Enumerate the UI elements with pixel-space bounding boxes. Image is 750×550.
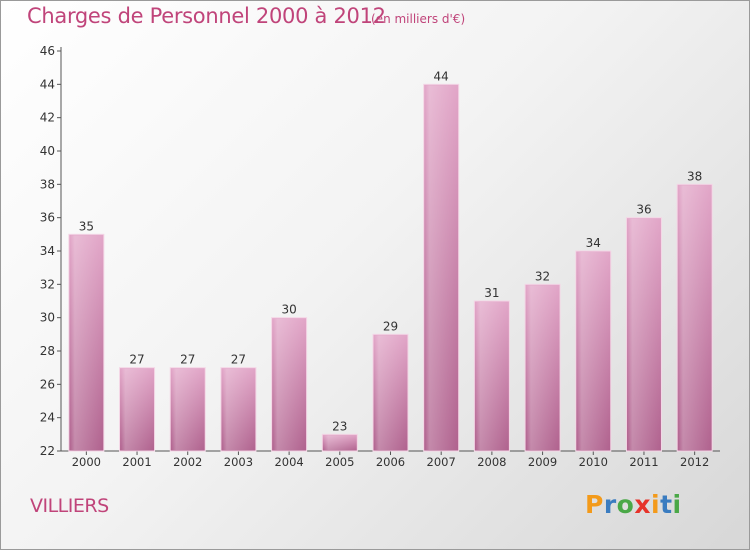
y-tick-label: 22	[40, 444, 55, 458]
data-label: 27	[129, 353, 144, 367]
x-tick-label: 2009	[528, 455, 557, 469]
data-label: 29	[383, 319, 398, 333]
data-labels: 35 27 27 27 30 23 29 44 31 32 34 36 38	[79, 69, 703, 433]
bar-highlight	[627, 218, 661, 450]
data-label: 32	[535, 269, 550, 283]
commune-name: VILLIERS	[30, 495, 109, 517]
data-label: 23	[332, 419, 347, 433]
data-label: 30	[281, 303, 296, 317]
logo-letter: o	[616, 490, 635, 519]
data-label: 35	[79, 219, 94, 233]
bar-highlight	[526, 285, 560, 450]
x-tick-label: 2001	[122, 455, 151, 469]
x-tick-label: 2006	[376, 455, 405, 469]
y-tick-label: 26	[40, 377, 55, 391]
bar-highlight	[272, 318, 306, 450]
bar-highlight	[69, 235, 103, 450]
y-tick-label: 42	[40, 111, 55, 125]
bar-highlight	[120, 368, 154, 450]
bar-highlight	[171, 368, 205, 450]
logo-letter: x	[634, 490, 651, 519]
data-label: 27	[180, 353, 195, 367]
chart-subtitle: (en milliers d'€)	[371, 12, 466, 26]
logo-letter: i	[672, 490, 682, 519]
proxiti-logo[interactable]: Proxiti	[585, 490, 682, 519]
x-tick-label: 2011	[629, 455, 658, 469]
y-tick-label: 24	[40, 411, 55, 425]
data-label: 36	[636, 203, 651, 217]
chart-title: Charges de Personnel 2000 à 2012	[27, 4, 386, 28]
x-tick-label: 2004	[274, 455, 303, 469]
logo-letter: r	[603, 490, 617, 519]
bar-highlight	[424, 85, 458, 450]
bar-highlight	[576, 252, 610, 450]
data-label: 34	[586, 236, 601, 250]
x-tick-label: 2007	[427, 455, 456, 469]
bar-highlight	[678, 185, 712, 451]
x-tick-label: 2000	[72, 455, 101, 469]
x-tick-label: 2002	[173, 455, 202, 469]
y-tick-label: 28	[40, 344, 55, 358]
data-label: 31	[484, 286, 499, 300]
y-tick-label: 38	[40, 177, 55, 191]
bar-highlight	[221, 368, 255, 450]
y-tick-label: 46	[40, 44, 55, 58]
y-tick-label: 34	[40, 244, 55, 258]
x-tick-label: 2003	[224, 455, 253, 469]
logo-letter: P	[585, 490, 604, 519]
x-tick-label: 2005	[325, 455, 354, 469]
bars	[68, 83, 713, 452]
data-label: 27	[231, 353, 246, 367]
logo-letter: i	[651, 490, 661, 519]
y-tick-label: 32	[40, 277, 55, 291]
y-tick-label: 44	[40, 77, 55, 91]
data-label: 44	[434, 69, 449, 83]
data-label: 38	[687, 169, 702, 183]
x-tick-label: 2012	[680, 455, 709, 469]
x-tick-label: 2010	[579, 455, 608, 469]
x-tick-label: 2008	[477, 455, 506, 469]
bar-highlight	[374, 335, 407, 450]
logo-letter: t	[660, 490, 673, 519]
y-tick-label: 36	[40, 211, 55, 225]
y-tick-label: 40	[40, 144, 55, 158]
y-tick-label: 30	[40, 311, 55, 325]
bar-highlight	[323, 435, 357, 450]
bar-highlight	[475, 302, 509, 450]
